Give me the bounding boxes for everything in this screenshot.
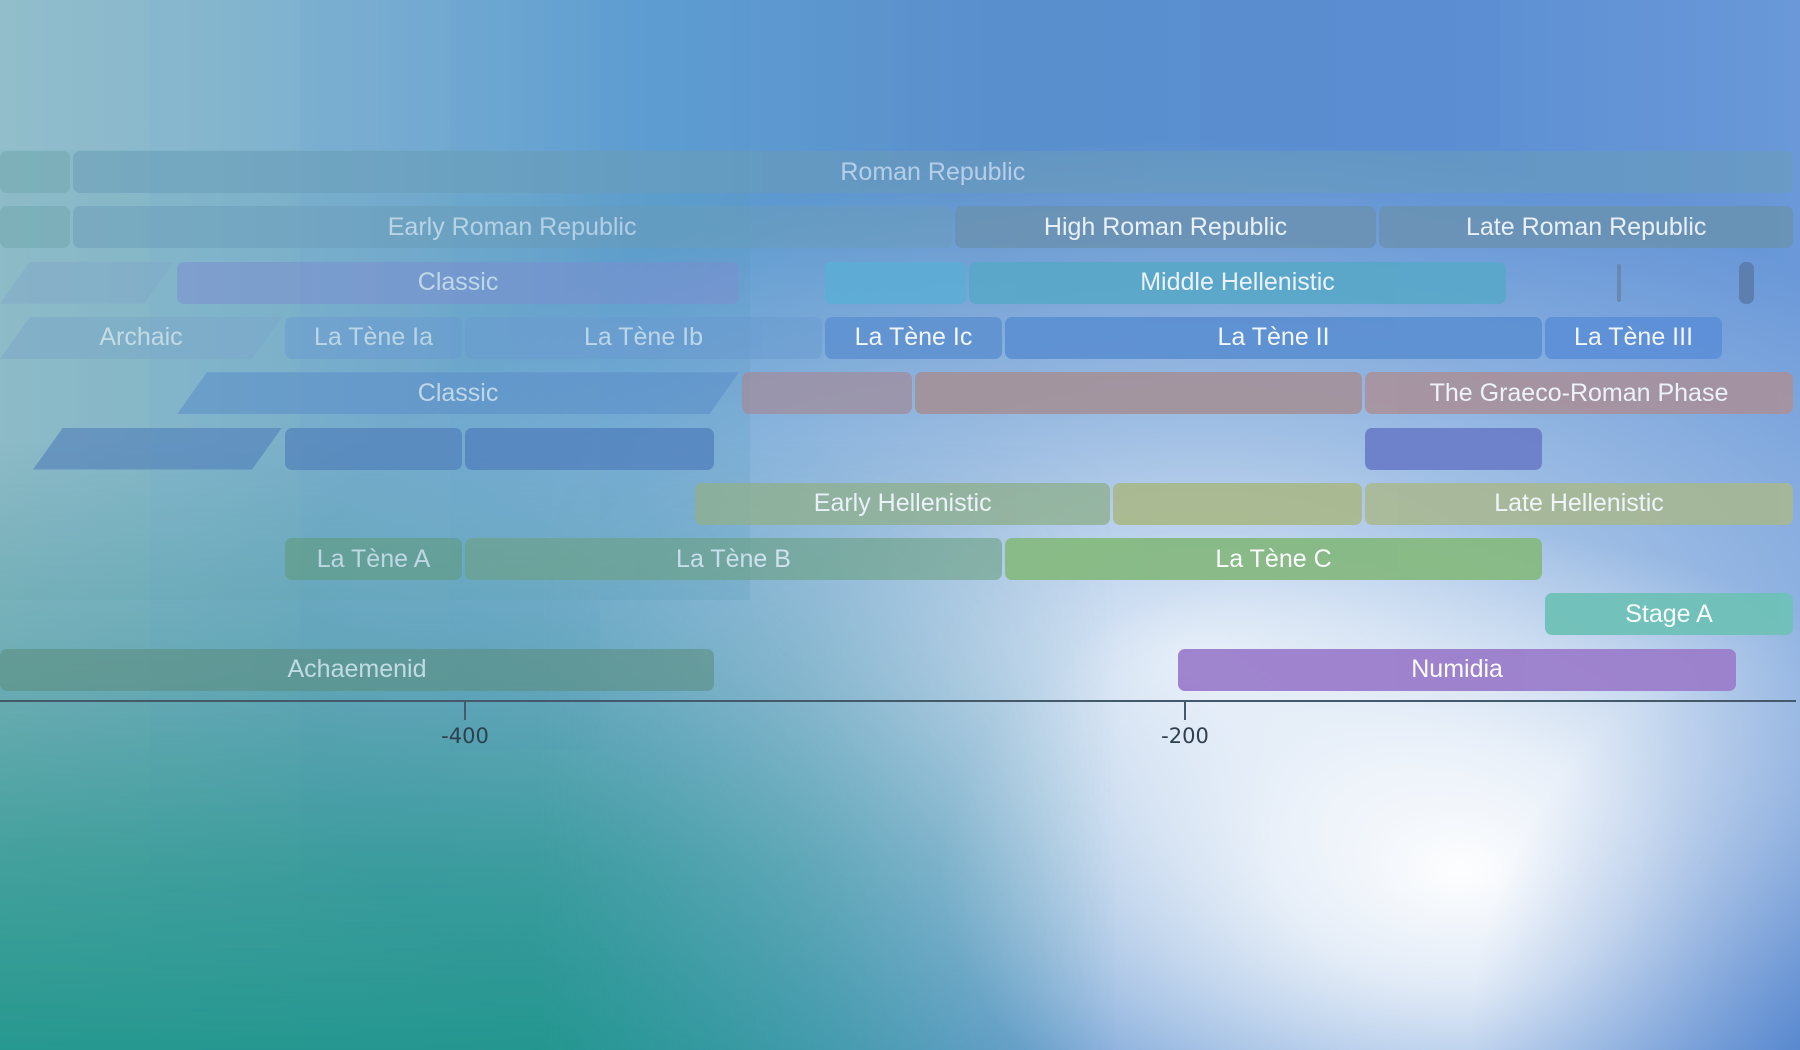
- period-band-archaic[interactable]: Archaic: [0, 317, 282, 359]
- period-band-middle-hellenistic[interactable]: Middle Hellenistic: [969, 261, 1506, 304]
- period-band-unlabeled[interactable]: [1617, 263, 1621, 302]
- period-band-la-t-ne-ii[interactable]: La Tène II: [1005, 316, 1542, 359]
- period-band-early-hellenistic[interactable]: Early Hellenistic: [695, 482, 1110, 525]
- axis-tick-label: -200: [1161, 724, 1209, 748]
- period-band-unlabeled[interactable]: [0, 151, 70, 193]
- period-band-early-roman-republic[interactable]: Early Roman Republic: [72, 206, 952, 249]
- period-band-roman-republic[interactable]: Roman Republic: [72, 151, 1793, 193]
- period-band-stage-a[interactable]: Stage A: [1545, 593, 1793, 636]
- period-band-unlabeled[interactable]: [285, 427, 462, 470]
- time-axis: [0, 700, 1796, 702]
- axis-tick-label: -400: [441, 724, 489, 748]
- period-band-classic[interactable]: Classic: [177, 261, 740, 304]
- period-band-late-roman-republic[interactable]: Late Roman Republic: [1379, 206, 1793, 249]
- period-band-classic[interactable]: Classic: [177, 372, 739, 414]
- period-band-unlabeled[interactable]: [0, 206, 70, 249]
- period-band-unlabeled[interactable]: [1113, 482, 1362, 525]
- period-band-la-t-ne-ic[interactable]: La Tène Ic: [825, 316, 1002, 359]
- period-band-high-roman-republic[interactable]: High Roman Republic: [954, 206, 1377, 249]
- period-band-unlabeled[interactable]: [0, 262, 174, 304]
- period-band-unlabeled[interactable]: [825, 261, 966, 304]
- period-band-unlabeled[interactable]: [915, 372, 1362, 415]
- period-band-la-t-ne-c[interactable]: La Tène C: [1005, 538, 1542, 581]
- period-band-unlabeled[interactable]: [1365, 427, 1542, 470]
- period-band-late-hellenistic[interactable]: Late Hellenistic: [1365, 482, 1793, 525]
- axis-tick-mark: [464, 702, 466, 720]
- period-band-achaemenid[interactable]: Achaemenid: [0, 648, 714, 691]
- period-band-unlabeled[interactable]: [33, 428, 282, 470]
- period-band-la-t-ne-ia[interactable]: La Tène Ia: [285, 316, 462, 359]
- period-band-unlabeled[interactable]: [742, 372, 912, 415]
- period-band-numidia[interactable]: Numidia: [1177, 648, 1737, 691]
- period-band-la-t-ne-iii[interactable]: La Tène III: [1545, 316, 1722, 359]
- period-band-unlabeled[interactable]: [1739, 261, 1755, 304]
- period-band-la-t-ne-ib[interactable]: La Tène Ib: [465, 316, 822, 359]
- period-band-la-t-ne-b[interactable]: La Tène B: [465, 538, 1002, 581]
- period-band-unlabeled[interactable]: [465, 427, 714, 470]
- axis-tick-mark: [1184, 702, 1186, 720]
- period-band-la-t-ne-a[interactable]: La Tène A: [285, 538, 462, 581]
- period-band-the-graeco-roman-phase[interactable]: The Graeco-Roman Phase: [1365, 372, 1793, 415]
